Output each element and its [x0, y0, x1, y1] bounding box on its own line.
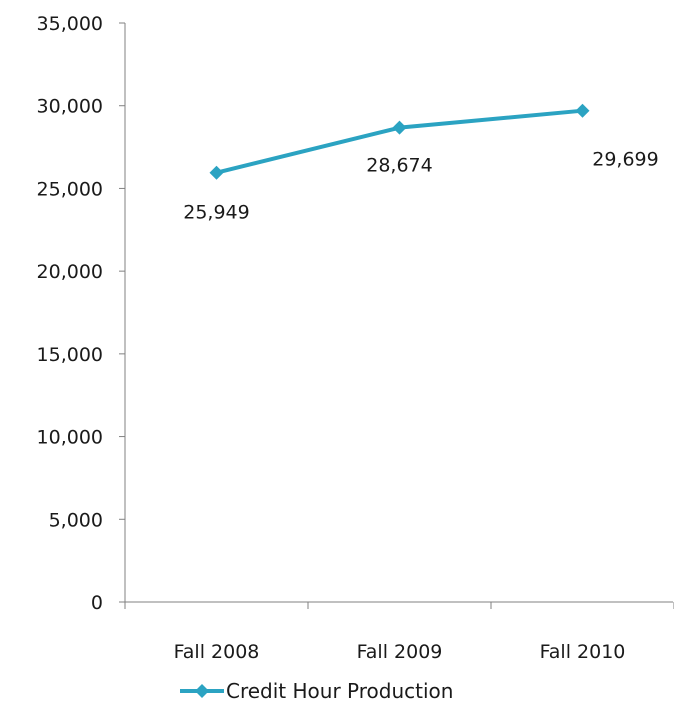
legend-swatch-marker	[195, 684, 209, 698]
y-tick-label: 25,000	[37, 178, 103, 200]
y-tick-label: 15,000	[37, 344, 103, 366]
y-tick-label: 20,000	[37, 261, 103, 283]
y-tick-label: 10,000	[37, 427, 103, 449]
y-tick-label: 35,000	[37, 13, 103, 35]
y-tick-label: 5,000	[49, 509, 103, 531]
legend-label: Credit Hour Production	[226, 679, 453, 702]
x-tick-label: Fall 2010	[540, 641, 626, 663]
data-point-marker	[209, 165, 224, 180]
data-label: 29,699	[592, 149, 658, 171]
data-label: 28,674	[366, 155, 432, 177]
data-label: 25,949	[183, 202, 249, 224]
x-tick-label: Fall 2008	[174, 641, 260, 663]
x-tick-label: Fall 2009	[357, 641, 443, 663]
data-point-marker	[575, 103, 590, 118]
y-tick-label: 0	[91, 592, 103, 614]
y-tick-label: 30,000	[37, 96, 103, 118]
data-point-marker	[392, 120, 407, 135]
